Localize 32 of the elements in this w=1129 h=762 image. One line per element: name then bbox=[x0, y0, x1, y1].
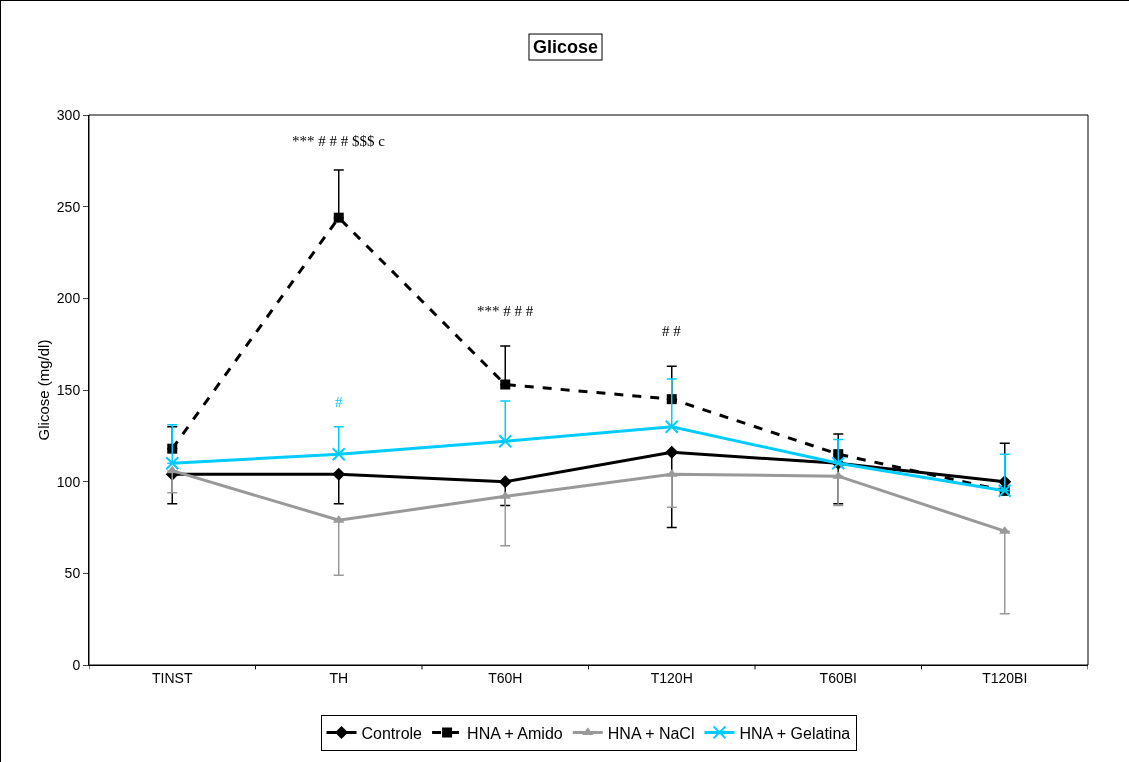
y-tick-label: 50 bbox=[64, 565, 81, 582]
point bbox=[500, 379, 511, 390]
x-tick-label: TH bbox=[329, 669, 349, 686]
legend-label: HNA + Amido bbox=[467, 724, 563, 742]
y-tick-label: 0 bbox=[72, 656, 81, 673]
y-tick-label: 250 bbox=[56, 198, 81, 215]
annotation: *** # # # bbox=[477, 303, 534, 319]
annotation: # bbox=[335, 394, 343, 410]
x-tick-label: T60H bbox=[488, 669, 523, 686]
x-tick-label: TINST bbox=[152, 669, 193, 686]
y-tick-label: 100 bbox=[56, 473, 81, 490]
x-tick-label: T120H bbox=[650, 669, 693, 686]
y-tick-label: 300 bbox=[56, 106, 81, 123]
legend-label: HNA + NaCl bbox=[607, 724, 695, 742]
point bbox=[665, 445, 679, 459]
point bbox=[664, 419, 679, 434]
point bbox=[165, 456, 180, 471]
point bbox=[331, 447, 346, 462]
point bbox=[333, 212, 344, 223]
y-tick-label: 150 bbox=[56, 381, 81, 398]
x-tick-label: T60BI bbox=[819, 669, 857, 686]
point bbox=[498, 434, 513, 449]
x-tick-label: T120BI bbox=[982, 669, 1028, 686]
annotation: # # bbox=[662, 323, 682, 339]
point bbox=[332, 467, 346, 481]
legend-label: HNA + Gelatina bbox=[739, 724, 851, 742]
legend-label: Controle bbox=[361, 724, 423, 742]
y-tick-label: 200 bbox=[56, 290, 81, 307]
y-axis-title: Glicose (mg/dl) bbox=[35, 339, 52, 441]
annotation: *** # # # $$$ c bbox=[292, 133, 386, 149]
point bbox=[498, 475, 512, 489]
point bbox=[167, 443, 178, 454]
